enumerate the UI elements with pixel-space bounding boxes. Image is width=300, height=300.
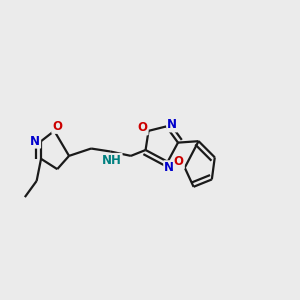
Text: O: O [174, 155, 184, 168]
Text: O: O [138, 122, 148, 134]
Text: NH: NH [102, 154, 122, 167]
Text: O: O [52, 120, 62, 133]
Text: N: N [167, 118, 177, 131]
Text: N: N [30, 135, 40, 148]
Text: N: N [164, 161, 174, 174]
